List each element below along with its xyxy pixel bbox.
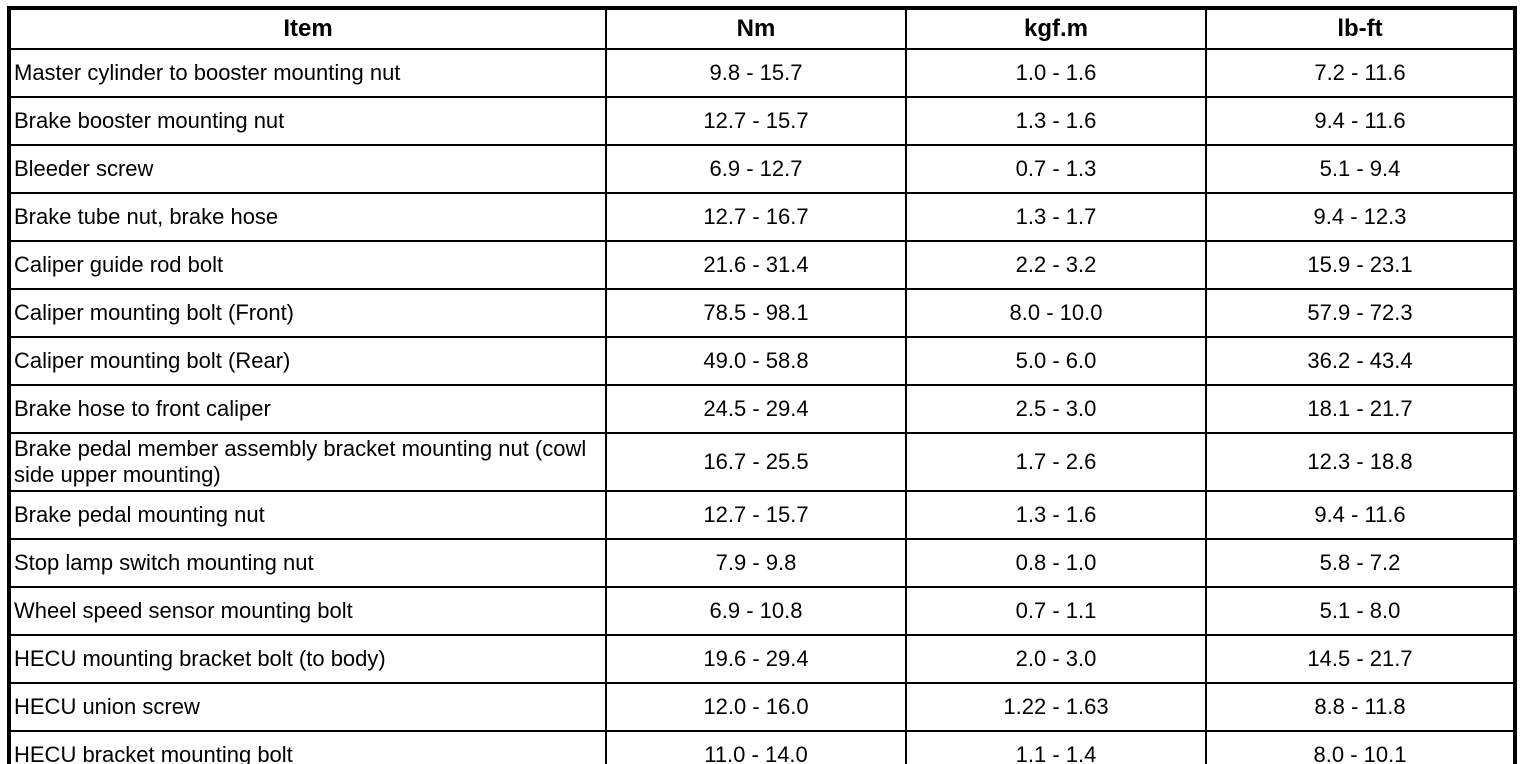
cell-nm: 12.7 - 16.7 [605, 192, 907, 242]
cell-nm: 6.9 - 10.8 [605, 586, 907, 636]
cell-kgfm: 0.7 - 1.1 [905, 586, 1207, 636]
cell-nm: 24.5 - 29.4 [605, 384, 907, 434]
cell-item: Brake booster mounting nut [8, 96, 607, 146]
cell-nm: 21.6 - 31.4 [605, 240, 907, 290]
cell-item: Caliper mounting bolt (Rear) [8, 336, 607, 386]
header-item: Item [8, 7, 607, 50]
table-row: Caliper mounting bolt (Rear) 49.0 - 58.8 5… [8, 336, 1516, 386]
cell-item: Bleeder screw [8, 144, 607, 194]
cell-item: HECU bracket mounting bolt [8, 730, 607, 764]
cell-kgfm: 1.0 - 1.6 [905, 48, 1207, 98]
cell-lbft: 8.8 - 11.8 [1205, 682, 1516, 732]
cell-item: Caliper guide rod bolt [8, 240, 607, 290]
table-row: Brake hose to front caliper 24.5 - 29.4 2.… [8, 384, 1516, 434]
cell-kgfm: 2.0 - 3.0 [905, 634, 1207, 684]
cell-lbft: 5.1 - 8.0 [1205, 586, 1516, 636]
cell-nm: 12.7 - 15.7 [605, 96, 907, 146]
cell-kgfm: 1.3 - 1.6 [905, 490, 1207, 540]
cell-nm: 16.7 - 25.5 [605, 432, 907, 492]
cell-item: Wheel speed sensor mounting bolt [8, 586, 607, 636]
cell-nm: 7.9 - 9.8 [605, 538, 907, 588]
cell-lbft: 36.2 - 43.4 [1205, 336, 1516, 386]
cell-kgfm: 2.2 - 3.2 [905, 240, 1207, 290]
table-row: Brake pedal member assembly bracket moun… [8, 432, 1516, 492]
table-row: Brake tube nut, brake hose 12.7 - 16.7 1.3… [8, 192, 1516, 242]
cell-nm: 6.9 - 12.7 [605, 144, 907, 194]
cell-item: Brake hose to front caliper [8, 384, 607, 434]
cell-kgfm: 1.3 - 1.7 [905, 192, 1207, 242]
header-row: Item Nm kgf.m lb-ft [8, 7, 1516, 50]
cell-kgfm: 1.1 - 1.4 [905, 730, 1207, 764]
cell-nm: 12.0 - 16.0 [605, 682, 907, 732]
header-kgfm: kgf.m [905, 7, 1207, 50]
table-row: HECU union screw 12.0 - 16.0 1.22 - 1.63 8.… [8, 682, 1516, 732]
cell-lbft: 15.9 - 23.1 [1205, 240, 1516, 290]
cell-kgfm: 1.22 - 1.63 [905, 682, 1207, 732]
cell-lbft: 7.2 - 11.6 [1205, 48, 1516, 98]
header-lbft: lb-ft [1205, 7, 1516, 50]
cell-nm: 12.7 - 15.7 [605, 490, 907, 540]
cell-kgfm: 0.8 - 1.0 [905, 538, 1207, 588]
cell-nm: 9.8 - 15.7 [605, 48, 907, 98]
cell-item: Stop lamp switch mounting nut [8, 538, 607, 588]
cell-lbft: 9.4 - 11.6 [1205, 96, 1516, 146]
cell-lbft: 8.0 - 10.1 [1205, 730, 1516, 764]
cell-nm: 49.0 - 58.8 [605, 336, 907, 386]
cell-item: Master cylinder to booster mounting nut [8, 48, 607, 98]
cell-lbft: 5.8 - 7.2 [1205, 538, 1516, 588]
cell-kgfm: 0.7 - 1.3 [905, 144, 1207, 194]
cell-lbft: 12.3 - 18.8 [1205, 432, 1516, 492]
cell-lbft: 9.4 - 12.3 [1205, 192, 1516, 242]
table-row: Master cylinder to booster mounting nut 9… [8, 48, 1516, 98]
cell-kgfm: 1.3 - 1.6 [905, 96, 1207, 146]
table-row: Brake booster mounting nut 12.7 - 15.7 1.3… [8, 96, 1516, 146]
table-row: HECU mounting bracket bolt (to body) 19.6… [8, 634, 1516, 684]
table-body: Master cylinder to booster mounting nut 9… [8, 48, 1516, 764]
cell-kgfm: 8.0 - 10.0 [905, 288, 1207, 338]
cell-item: Caliper mounting bolt (Front) [8, 288, 607, 338]
table-row: Caliper guide rod bolt 21.6 - 31.4 2.2 - 3… [8, 240, 1516, 290]
cell-lbft: 57.9 - 72.3 [1205, 288, 1516, 338]
cell-lbft: 18.1 - 21.7 [1205, 384, 1516, 434]
table-header: Item Nm kgf.m lb-ft [8, 7, 1516, 50]
cell-kgfm: 2.5 - 3.0 [905, 384, 1207, 434]
torque-spec-table: Item Nm kgf.m lb-ft Master cylinder to b… [7, 6, 1517, 764]
cell-kgfm: 5.0 - 6.0 [905, 336, 1207, 386]
table-row: HECU bracket mounting bolt 11.0 - 14.0 1.1… [8, 730, 1516, 764]
cell-item: HECU mounting bracket bolt (to body) [8, 634, 607, 684]
cell-lbft: 9.4 - 11.6 [1205, 490, 1516, 540]
cell-item: Brake tube nut, brake hose [8, 192, 607, 242]
cell-item: HECU union screw [8, 682, 607, 732]
cell-item: Brake pedal mounting nut [8, 490, 607, 540]
table-row: Caliper mounting bolt (Front) 78.5 - 98.1… [8, 288, 1516, 338]
header-nm: Nm [605, 7, 907, 50]
table-row: Bleeder screw 6.9 - 12.7 0.7 - 1.3 5.1 - 9.… [8, 144, 1516, 194]
table-row: Brake pedal mounting nut 12.7 - 15.7 1.3 -… [8, 490, 1516, 540]
cell-lbft: 14.5 - 21.7 [1205, 634, 1516, 684]
cell-item: Brake pedal member assembly bracket moun… [8, 432, 607, 492]
table-row: Wheel speed sensor mounting bolt 6.9 - 10… [8, 586, 1516, 636]
cell-nm: 11.0 - 14.0 [605, 730, 907, 764]
table-row: Stop lamp switch mounting nut 7.9 - 9.8 0.… [8, 538, 1516, 588]
cell-nm: 78.5 - 98.1 [605, 288, 907, 338]
cell-nm: 19.6 - 29.4 [605, 634, 907, 684]
cell-lbft: 5.1 - 9.4 [1205, 144, 1516, 194]
cell-kgfm: 1.7 - 2.6 [905, 432, 1207, 492]
